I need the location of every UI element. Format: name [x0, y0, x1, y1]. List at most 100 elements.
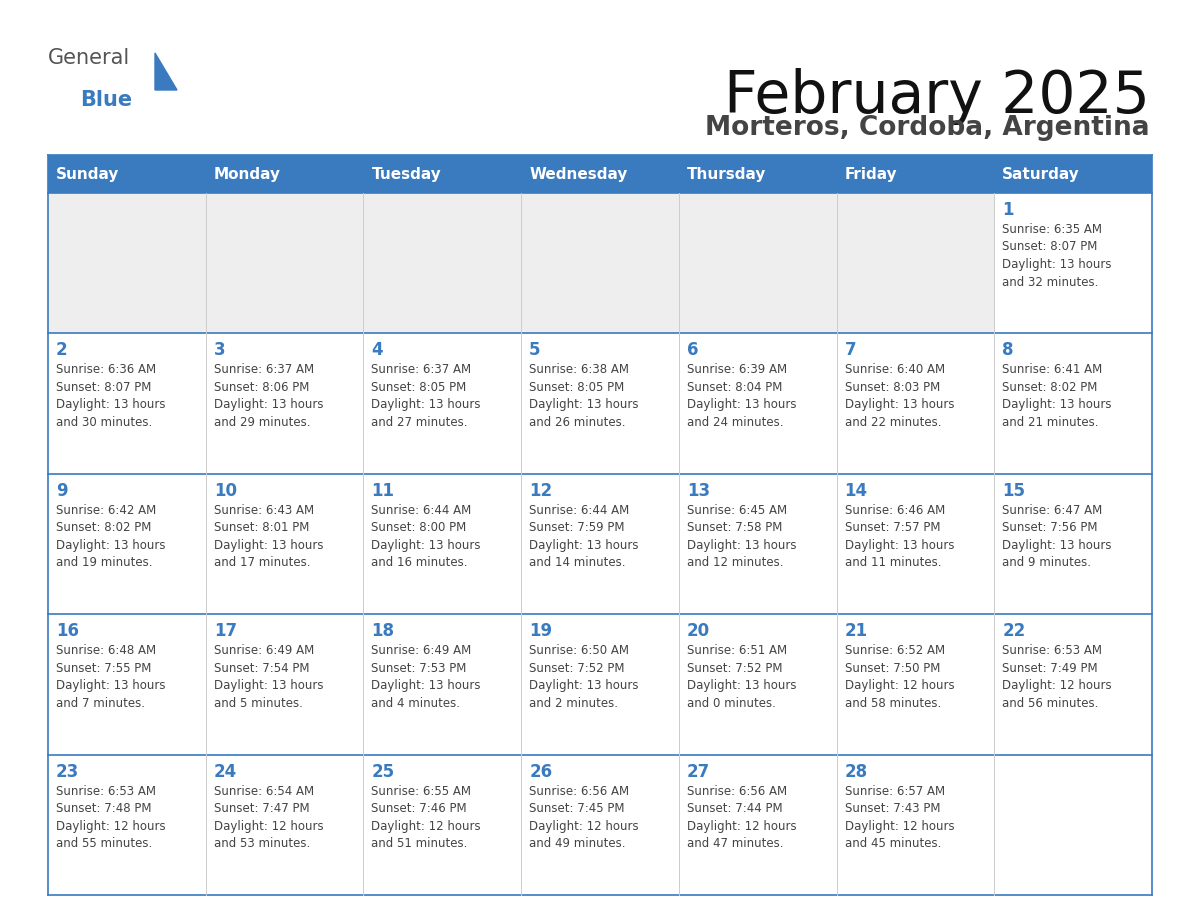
- Bar: [994, 614, 1152, 755]
- Bar: [994, 193, 1152, 333]
- Text: 22: 22: [1003, 622, 1025, 640]
- Text: Sunrise: 6:49 AM
Sunset: 7:53 PM
Daylight: 13 hours
and 4 minutes.: Sunrise: 6:49 AM Sunset: 7:53 PM Dayligh…: [372, 644, 481, 710]
- Text: Sunrise: 6:53 AM
Sunset: 7:48 PM
Daylight: 12 hours
and 55 minutes.: Sunrise: 6:53 AM Sunset: 7:48 PM Dayligh…: [56, 785, 165, 850]
- Text: 27: 27: [687, 763, 710, 780]
- Text: Sunrise: 6:36 AM
Sunset: 8:07 PM
Daylight: 13 hours
and 30 minutes.: Sunrise: 6:36 AM Sunset: 8:07 PM Dayligh…: [56, 364, 165, 429]
- Text: 25: 25: [372, 763, 394, 780]
- Text: Friday: Friday: [845, 166, 897, 182]
- Bar: [206, 614, 364, 755]
- Bar: [836, 155, 994, 193]
- Text: 8: 8: [1003, 341, 1013, 360]
- Bar: [364, 614, 522, 755]
- Text: Sunrise: 6:56 AM
Sunset: 7:44 PM
Daylight: 12 hours
and 47 minutes.: Sunrise: 6:56 AM Sunset: 7:44 PM Dayligh…: [687, 785, 796, 850]
- Text: Sunrise: 6:52 AM
Sunset: 7:50 PM
Daylight: 12 hours
and 58 minutes.: Sunrise: 6:52 AM Sunset: 7:50 PM Dayligh…: [845, 644, 954, 710]
- Text: Sunrise: 6:55 AM
Sunset: 7:46 PM
Daylight: 12 hours
and 51 minutes.: Sunrise: 6:55 AM Sunset: 7:46 PM Dayligh…: [372, 785, 481, 850]
- Bar: [522, 755, 678, 895]
- Text: Wednesday: Wednesday: [529, 166, 627, 182]
- Text: Sunrise: 6:51 AM
Sunset: 7:52 PM
Daylight: 13 hours
and 0 minutes.: Sunrise: 6:51 AM Sunset: 7:52 PM Dayligh…: [687, 644, 796, 710]
- Text: February 2025: February 2025: [725, 68, 1150, 125]
- Text: Sunrise: 6:53 AM
Sunset: 7:49 PM
Daylight: 12 hours
and 56 minutes.: Sunrise: 6:53 AM Sunset: 7:49 PM Dayligh…: [1003, 644, 1112, 710]
- Bar: [836, 614, 994, 755]
- Text: Sunrise: 6:49 AM
Sunset: 7:54 PM
Daylight: 13 hours
and 5 minutes.: Sunrise: 6:49 AM Sunset: 7:54 PM Dayligh…: [214, 644, 323, 710]
- Polygon shape: [154, 53, 177, 90]
- Bar: [678, 333, 836, 474]
- Bar: [206, 193, 364, 333]
- Text: 20: 20: [687, 622, 710, 640]
- Bar: [364, 155, 522, 193]
- Text: 5: 5: [529, 341, 541, 360]
- Bar: [364, 755, 522, 895]
- Text: Morteros, Cordoba, Argentina: Morteros, Cordoba, Argentina: [706, 115, 1150, 141]
- Text: 19: 19: [529, 622, 552, 640]
- Bar: [206, 755, 364, 895]
- Bar: [836, 755, 994, 895]
- Text: Monday: Monday: [214, 166, 280, 182]
- Text: 3: 3: [214, 341, 226, 360]
- Bar: [364, 333, 522, 474]
- Text: 24: 24: [214, 763, 236, 780]
- Bar: [678, 193, 836, 333]
- Bar: [48, 155, 206, 193]
- Text: 12: 12: [529, 482, 552, 499]
- Bar: [678, 614, 836, 755]
- Text: Sunrise: 6:41 AM
Sunset: 8:02 PM
Daylight: 13 hours
and 21 minutes.: Sunrise: 6:41 AM Sunset: 8:02 PM Dayligh…: [1003, 364, 1112, 429]
- Text: 9: 9: [56, 482, 68, 499]
- Text: 17: 17: [214, 622, 236, 640]
- Text: 21: 21: [845, 622, 867, 640]
- Text: Sunrise: 6:35 AM
Sunset: 8:07 PM
Daylight: 13 hours
and 32 minutes.: Sunrise: 6:35 AM Sunset: 8:07 PM Dayligh…: [1003, 223, 1112, 288]
- Text: Sunrise: 6:38 AM
Sunset: 8:05 PM
Daylight: 13 hours
and 26 minutes.: Sunrise: 6:38 AM Sunset: 8:05 PM Dayligh…: [529, 364, 639, 429]
- Text: Sunrise: 6:40 AM
Sunset: 8:03 PM
Daylight: 13 hours
and 22 minutes.: Sunrise: 6:40 AM Sunset: 8:03 PM Dayligh…: [845, 364, 954, 429]
- Bar: [678, 755, 836, 895]
- Text: Sunrise: 6:46 AM
Sunset: 7:57 PM
Daylight: 13 hours
and 11 minutes.: Sunrise: 6:46 AM Sunset: 7:57 PM Dayligh…: [845, 504, 954, 569]
- Text: General: General: [48, 48, 131, 68]
- Text: 4: 4: [372, 341, 383, 360]
- Text: Sunrise: 6:54 AM
Sunset: 7:47 PM
Daylight: 12 hours
and 53 minutes.: Sunrise: 6:54 AM Sunset: 7:47 PM Dayligh…: [214, 785, 323, 850]
- Bar: [48, 193, 206, 333]
- Text: Sunrise: 6:39 AM
Sunset: 8:04 PM
Daylight: 13 hours
and 24 minutes.: Sunrise: 6:39 AM Sunset: 8:04 PM Dayligh…: [687, 364, 796, 429]
- Bar: [522, 333, 678, 474]
- Bar: [48, 755, 206, 895]
- Bar: [994, 155, 1152, 193]
- Text: Sunrise: 6:50 AM
Sunset: 7:52 PM
Daylight: 13 hours
and 2 minutes.: Sunrise: 6:50 AM Sunset: 7:52 PM Dayligh…: [529, 644, 639, 710]
- Bar: [836, 193, 994, 333]
- Bar: [206, 333, 364, 474]
- Bar: [678, 155, 836, 193]
- Bar: [994, 755, 1152, 895]
- Text: 26: 26: [529, 763, 552, 780]
- Text: 2: 2: [56, 341, 68, 360]
- Bar: [522, 193, 678, 333]
- Bar: [836, 474, 994, 614]
- Text: Sunrise: 6:48 AM
Sunset: 7:55 PM
Daylight: 13 hours
and 7 minutes.: Sunrise: 6:48 AM Sunset: 7:55 PM Dayligh…: [56, 644, 165, 710]
- Text: Tuesday: Tuesday: [372, 166, 441, 182]
- Text: 6: 6: [687, 341, 699, 360]
- Text: Sunrise: 6:43 AM
Sunset: 8:01 PM
Daylight: 13 hours
and 17 minutes.: Sunrise: 6:43 AM Sunset: 8:01 PM Dayligh…: [214, 504, 323, 569]
- Bar: [994, 474, 1152, 614]
- Text: Sunrise: 6:45 AM
Sunset: 7:58 PM
Daylight: 13 hours
and 12 minutes.: Sunrise: 6:45 AM Sunset: 7:58 PM Dayligh…: [687, 504, 796, 569]
- Bar: [364, 193, 522, 333]
- Text: Sunrise: 6:37 AM
Sunset: 8:06 PM
Daylight: 13 hours
and 29 minutes.: Sunrise: 6:37 AM Sunset: 8:06 PM Dayligh…: [214, 364, 323, 429]
- Text: 7: 7: [845, 341, 857, 360]
- Bar: [48, 333, 206, 474]
- Text: Sunrise: 6:47 AM
Sunset: 7:56 PM
Daylight: 13 hours
and 9 minutes.: Sunrise: 6:47 AM Sunset: 7:56 PM Dayligh…: [1003, 504, 1112, 569]
- Bar: [48, 474, 206, 614]
- Text: 13: 13: [687, 482, 710, 499]
- Text: Saturday: Saturday: [1003, 166, 1080, 182]
- Bar: [836, 333, 994, 474]
- Text: 16: 16: [56, 622, 78, 640]
- Bar: [206, 474, 364, 614]
- Text: 11: 11: [372, 482, 394, 499]
- Text: 10: 10: [214, 482, 236, 499]
- Bar: [522, 155, 678, 193]
- Text: Sunrise: 6:44 AM
Sunset: 8:00 PM
Daylight: 13 hours
and 16 minutes.: Sunrise: 6:44 AM Sunset: 8:00 PM Dayligh…: [372, 504, 481, 569]
- Text: Thursday: Thursday: [687, 166, 766, 182]
- Text: Sunrise: 6:44 AM
Sunset: 7:59 PM
Daylight: 13 hours
and 14 minutes.: Sunrise: 6:44 AM Sunset: 7:59 PM Dayligh…: [529, 504, 639, 569]
- Text: Blue: Blue: [80, 90, 132, 110]
- Bar: [522, 614, 678, 755]
- Bar: [364, 474, 522, 614]
- Bar: [48, 614, 206, 755]
- Text: 23: 23: [56, 763, 80, 780]
- Text: 1: 1: [1003, 201, 1013, 219]
- Text: 18: 18: [372, 622, 394, 640]
- Text: Sunrise: 6:57 AM
Sunset: 7:43 PM
Daylight: 12 hours
and 45 minutes.: Sunrise: 6:57 AM Sunset: 7:43 PM Dayligh…: [845, 785, 954, 850]
- Text: 28: 28: [845, 763, 867, 780]
